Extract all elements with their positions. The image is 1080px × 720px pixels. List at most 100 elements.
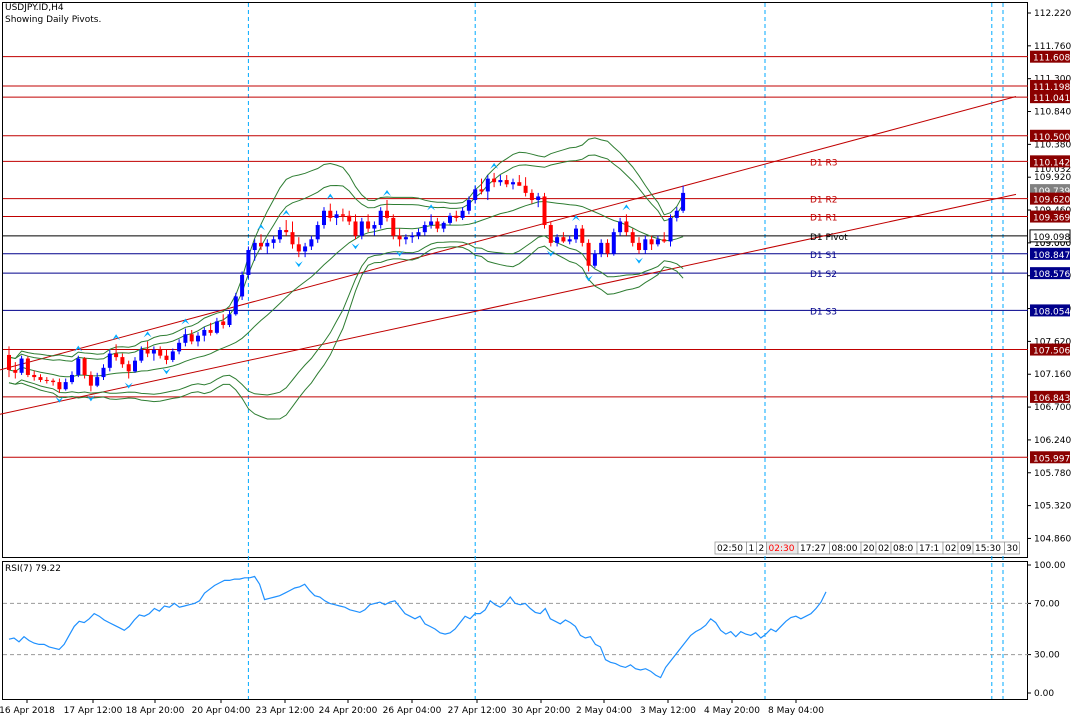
bull-candle	[567, 239, 572, 242]
grid-layer	[247, 3, 1004, 699]
fractal-up-arrow	[427, 204, 436, 211]
time-tick-label: 3 May 12:00	[640, 706, 696, 716]
bull-candle	[681, 192, 686, 211]
bear-candle	[385, 210, 389, 218]
time-tick-label: 2 May 04:00	[576, 706, 632, 716]
channel-line	[0, 193, 1017, 415]
fractal-down-arrow	[584, 275, 593, 282]
price-box-resistance	[1030, 390, 1070, 403]
price-tick-label: 107.620	[1034, 337, 1071, 347]
bear-candle	[38, 377, 43, 380]
price-box-label: 107.506	[1033, 347, 1070, 357]
time-box-label: 17:1	[919, 544, 939, 554]
bull-candle	[372, 225, 377, 229]
price-tick-label: 110.840	[1034, 108, 1071, 118]
pivot-label: D1 R2	[810, 196, 838, 206]
fractal-up-arrow	[383, 190, 391, 197]
horizontal-lines-layer	[3, 56, 1028, 458]
bear-candle	[479, 189, 484, 192]
price-box-label: 108.054	[1033, 307, 1070, 317]
bull-candle	[599, 242, 604, 254]
bull-candle	[359, 221, 364, 236]
fractal-up-arrow	[572, 215, 580, 222]
bull-candle	[70, 374, 74, 383]
fractal-up-arrow	[143, 331, 152, 338]
bull-candle	[429, 221, 434, 226]
price-tick-label: 109.000	[1034, 239, 1071, 249]
bear-candle	[82, 358, 87, 375]
price-box-support	[1030, 247, 1070, 260]
chart-subtitle: Showing Daily Pivots.	[5, 15, 102, 25]
bull-candle	[271, 239, 276, 243]
bull-candle	[315, 225, 320, 240]
price-box-label: 109.098	[1033, 233, 1070, 243]
price-tick-label: 106.700	[1034, 403, 1071, 413]
bull-candle	[252, 242, 257, 251]
fractal-up-arrow	[257, 224, 265, 231]
bear-candle	[504, 180, 509, 185]
price-box-label: 110.500	[1033, 133, 1070, 143]
time-box-label: 2	[759, 544, 765, 554]
time-tick-label: 26 Apr 04:00	[383, 706, 442, 716]
price-box-resistance	[1030, 192, 1070, 205]
channel-line	[0, 96, 1017, 371]
price-box-label: 110.142	[1033, 158, 1070, 168]
bull-candle	[466, 200, 471, 211]
price-tick-label: 110.032	[1034, 165, 1071, 175]
bull-candle	[95, 377, 100, 386]
price-tick-label: 106.240	[1034, 436, 1071, 446]
bear-candle	[114, 353, 119, 358]
bull-candle	[485, 178, 490, 192]
price-box-label: 108.847	[1033, 251, 1070, 261]
bear-candle	[44, 379, 49, 381]
bollinger-band	[8, 137, 684, 360]
time-tick-label: 23 Apr 12:00	[256, 706, 315, 716]
bull-candle	[246, 250, 251, 276]
fractal-arrows-layer	[55, 162, 643, 403]
bear-candle	[649, 239, 654, 245]
fractal-up-arrow	[326, 193, 335, 200]
bull-candle	[151, 349, 156, 354]
price-tick-label: 107.160	[1034, 370, 1071, 380]
price-box-pivot	[1029, 229, 1071, 243]
price-box-resistance	[1030, 50, 1070, 63]
time-box-label: 30	[1007, 544, 1019, 554]
price-box-label: 111.041	[1033, 94, 1070, 104]
bull-candle	[410, 235, 415, 238]
time-tick-label: 4 May 20:00	[704, 706, 760, 716]
fractal-up-arrow	[490, 162, 499, 169]
bear-candle	[221, 321, 226, 325]
chart-frame	[2, 2, 1028, 558]
fractal-up-arrow	[622, 204, 631, 211]
bear-candle	[259, 242, 263, 247]
bull-candle	[668, 217, 673, 242]
time-box-label: 02:50	[717, 544, 743, 554]
bull-candle	[574, 228, 578, 240]
bear-candle	[208, 329, 213, 333]
price-tick-label: 111.300	[1034, 75, 1071, 85]
pivot-label: D1 Pivot	[810, 233, 848, 243]
bull-candle	[133, 360, 137, 372]
time-box	[1004, 541, 1020, 555]
price-box-resistance	[1030, 79, 1070, 92]
bull-candle	[611, 232, 616, 254]
bull-candle	[76, 358, 81, 375]
bear-candle	[328, 210, 333, 218]
bollinger-band	[8, 245, 684, 420]
bear-candle	[7, 354, 11, 370]
fractal-down-arrow	[635, 257, 643, 264]
bull-candle	[643, 239, 648, 251]
bear-candle	[126, 364, 131, 372]
price-tick-label: 110.380	[1034, 140, 1071, 150]
price-tick-label: 111.760	[1034, 42, 1071, 52]
pivot-label: D1 R1	[810, 214, 838, 224]
bull-candle	[309, 239, 314, 247]
bull-candle	[536, 196, 541, 201]
bull-candle	[416, 232, 421, 236]
bull-candle	[202, 329, 207, 336]
time-axis-layer: 16 Apr 2018 17 Apr 12:00 18 Apr 20:00 20 Ap…	[0, 699, 824, 716]
bull-candle	[265, 242, 270, 247]
bear-candle	[25, 358, 30, 375]
bull-candle	[227, 314, 232, 325]
